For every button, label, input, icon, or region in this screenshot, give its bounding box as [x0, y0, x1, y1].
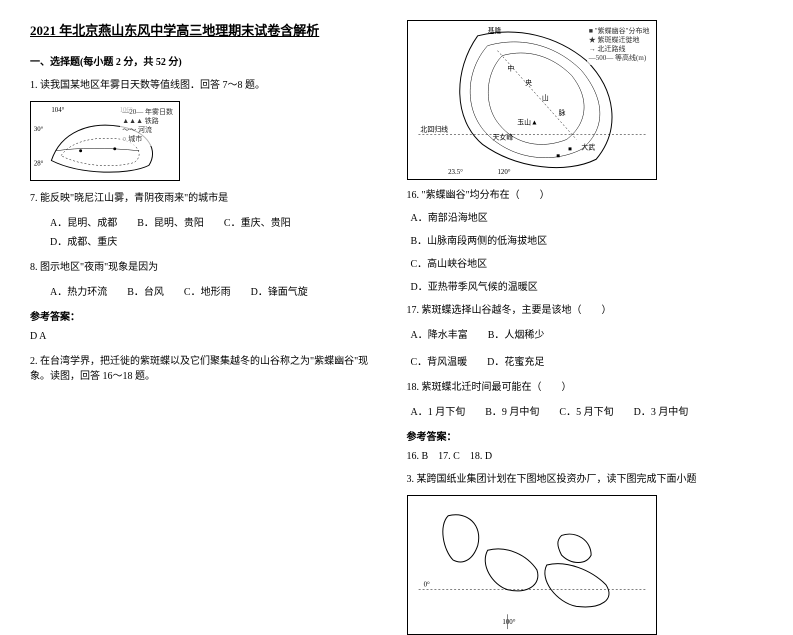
legend-rail: ▲▲▲ 铁路: [122, 117, 173, 126]
q7-stem: 7. 能反映"晓尼江山雾，青阴夜雨来"的城市是: [30, 191, 387, 206]
q18-opt-a: A．1 月下旬: [411, 403, 466, 418]
legend-migrate: ★ 紫斑蝶迁徙地: [589, 36, 650, 45]
q17-opt-b: B．人烟稀少: [488, 326, 545, 341]
q16-opt-b: B．山脉南段两侧的低海拔地区: [407, 234, 764, 249]
lon-100-label: 100°: [502, 619, 515, 626]
q16-opt-d: D．亚热带季风气候的温暖区: [407, 280, 764, 295]
q1-stem: 1. 读我国某地区年雾日天数等值线图．回答 7～8 题。: [30, 78, 387, 93]
map2-legend: ■ "紫蝶幽谷"分布地 ★ 紫斑蝶迁徙地 → 北迁路线 —500— 等高线(m): [587, 25, 652, 65]
q17-stem: 17. 紫斑蝶选择山谷越冬，主要是该地（ ）: [407, 303, 764, 318]
q2-stem: 2. 在台湾学界，把迁徙的紫斑蝶以及它们聚集越冬的山谷称之为"紫蝶幽谷"现象。读…: [30, 354, 387, 384]
q8-opt-a: A．热力环流: [50, 283, 107, 298]
lat-235: 23.5°: [448, 169, 463, 176]
q17-options-2: C．背风温暖 D．花蜜充足: [407, 353, 764, 372]
section-heading: 一、选择题(每小题 2 分，共 52 分): [30, 53, 387, 68]
q17-options: A．降水丰富 B．人烟稀少: [407, 326, 764, 345]
label-yushan: 玉山▲: [517, 118, 538, 127]
map1-legend: —20— 年雾日数 ▲▲▲ 铁路 ～～ 河流 ○ 城市: [120, 106, 175, 146]
lat-label-2: 28°: [34, 160, 44, 167]
q18-opt-c: C．5 月下旬: [559, 403, 613, 418]
label-yang: 央: [525, 78, 532, 87]
legend-fog: —20— 年雾日数: [122, 108, 173, 117]
q18-options: A．1 月下旬 B．9 月中旬 C．5 月下旬 D．3 月中旬: [407, 403, 764, 422]
q16-stem: 16. "紫蝶幽谷"均分布在（ ）: [407, 188, 764, 203]
q17-opt-d: D．花蜜充足: [487, 353, 544, 368]
q8-opt-d: D．锋面气旋: [251, 283, 308, 298]
answer-label-2: 参考答案：: [407, 430, 764, 445]
legend-river: ～～ 河流: [122, 126, 173, 135]
legend-contour: —500— 等高线(m): [589, 54, 650, 63]
q18-stem: 18. 紫斑蝶北迁时间最可能在（ ）: [407, 380, 764, 395]
city-jilong: 基隆: [487, 26, 501, 35]
q17-opt-a: A．降水丰富: [411, 326, 468, 341]
answer-label-1: 参考答案：: [30, 310, 387, 325]
q18-opt-b: B．9 月中旬: [485, 403, 539, 418]
right-column: 基隆 中 央 山 脉 北回归线 玉山▲ 天女峰 大武 23.5° 120° ■ …: [397, 20, 764, 541]
label-shan: 山: [541, 93, 548, 102]
q16-opt-c: C．高山峡谷地区: [407, 257, 764, 272]
q8-opt-c: C．地形雨: [184, 283, 231, 298]
taiwan-map: 基隆 中 央 山 脉 北回归线 玉山▲ 天女峰 大武 23.5° 120° ■ …: [407, 20, 657, 180]
se-asia-map: 0° 100°: [407, 495, 657, 635]
lon-120: 120°: [497, 169, 510, 176]
answer-text-1: D A: [30, 329, 387, 344]
legend-route: → 北迁路线: [589, 45, 650, 54]
legend-city: ○ 城市: [122, 135, 173, 144]
lat-label-1: 30°: [34, 126, 44, 133]
q17-opt-c: C．背风温暖: [411, 353, 468, 368]
q8-stem: 8. 图示地区"夜雨"现象是因为: [30, 260, 387, 275]
label-tiannv: 天女峰: [492, 133, 513, 142]
q16-opt-a: A．南部沿海地区: [407, 211, 764, 226]
q7-opt-a: A．昆明、成都: [50, 214, 117, 229]
label-mai: 脉: [558, 108, 565, 117]
q7-opt-d: D．成都、重庆: [50, 233, 117, 248]
equator-label: 0°: [423, 582, 429, 589]
legend-valley: ■ "紫蝶幽谷"分布地: [589, 27, 650, 36]
label-zhong: 中: [507, 63, 514, 72]
q18-opt-d: D．3 月中旬: [634, 403, 689, 418]
q8-opt-b: B．台风: [127, 283, 164, 298]
answer-text-2: 16. B 17. C 18. D: [407, 449, 764, 464]
exam-title: 2021 年北京燕山东风中学高三地理期末试卷含解析: [30, 20, 387, 39]
q8-options: A．热力环流 B．台风 C．地形雨 D．锋面气旋: [30, 283, 387, 302]
q3-stem: 3. 某跨国纸业集团计划在下图地区投资办厂，读下图完成下面小题: [407, 472, 764, 487]
lon-label-1: 104°: [51, 107, 64, 114]
fog-contour-map: 104° 106° 30° 28° —20— 年雾日数 ▲▲▲ 铁路 ～～ 河流…: [30, 101, 180, 181]
q7-opt-c: C．重庆、贵阳: [224, 214, 291, 229]
label-dawu: 大武: [581, 142, 595, 151]
q7-opt-b: B．昆明、贵阳: [137, 214, 204, 229]
label-tropic: 北回归线: [420, 125, 448, 134]
left-column: 2021 年北京燕山东风中学高三地理期末试卷含解析 一、选择题(每小题 2 分，…: [30, 20, 397, 541]
q7-options: A．昆明、成都 B．昆明、贵阳 C．重庆、贵阳 D．成都、重庆: [30, 214, 387, 252]
